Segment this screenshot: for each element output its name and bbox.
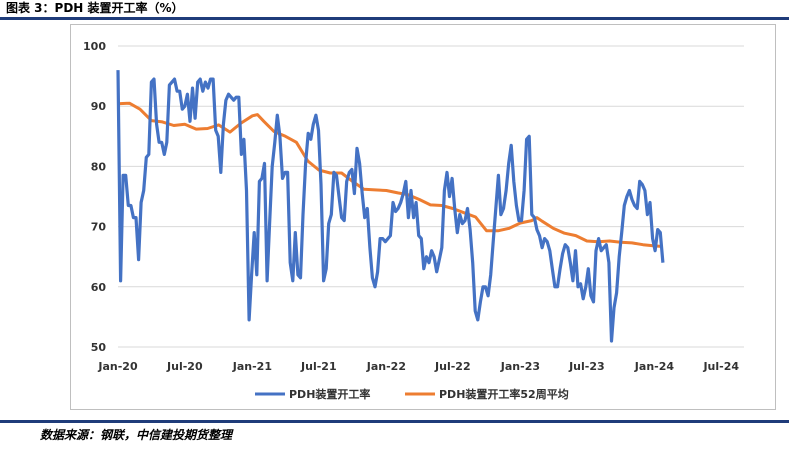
x-tick-label: Jul-23 xyxy=(568,360,605,373)
x-tick-label: Jan-20 xyxy=(97,360,138,373)
series-line-rate xyxy=(116,70,665,343)
x-tick-label: Jan-24 xyxy=(634,360,675,373)
gridlines xyxy=(118,45,744,348)
x-tick-label: Jan-21 xyxy=(232,360,272,373)
x-tick-label: Jul-24 xyxy=(702,360,739,373)
x-tick-label: Jul-22 xyxy=(434,360,471,373)
x-tick-label: Jan-22 xyxy=(366,360,406,373)
top-rule xyxy=(0,17,789,20)
y-tick-label: 100 xyxy=(83,40,106,53)
x-axis-ticks: Jan-20 Jul-20 Jan-21 Jul-21 Jan-22 Jul-22 Jan-… xyxy=(97,360,739,373)
y-axis-ticks: 100 90 80 70 60 50 xyxy=(83,40,106,354)
bottom-rule xyxy=(0,420,789,423)
y-tick-label: 90 xyxy=(91,100,107,113)
series-line-avg52 xyxy=(117,101,664,248)
y-tick-label: 50 xyxy=(91,341,107,354)
x-tick-label: Jul-20 xyxy=(166,360,203,373)
figure-title: 图表 3：PDH 装置开工率（%） xyxy=(6,1,184,15)
series-lines xyxy=(116,70,665,343)
x-tick-label: Jan-23 xyxy=(500,360,540,373)
legend: PDH装置开工率 PDH装置开工率52周平均 xyxy=(255,387,569,401)
legend-label-rate: PDH装置开工率 xyxy=(289,387,370,401)
chart-frame xyxy=(70,24,776,410)
source-note: 数据来源：钢联，中信建投期货整理 xyxy=(40,428,233,442)
x-tick-label: Jul-21 xyxy=(300,360,337,373)
y-tick-label: 80 xyxy=(91,160,107,173)
y-tick-label: 70 xyxy=(91,221,107,234)
y-tick-label: 60 xyxy=(91,281,107,294)
legend-label-avg52: PDH装置开工率52周平均 xyxy=(439,387,569,401)
